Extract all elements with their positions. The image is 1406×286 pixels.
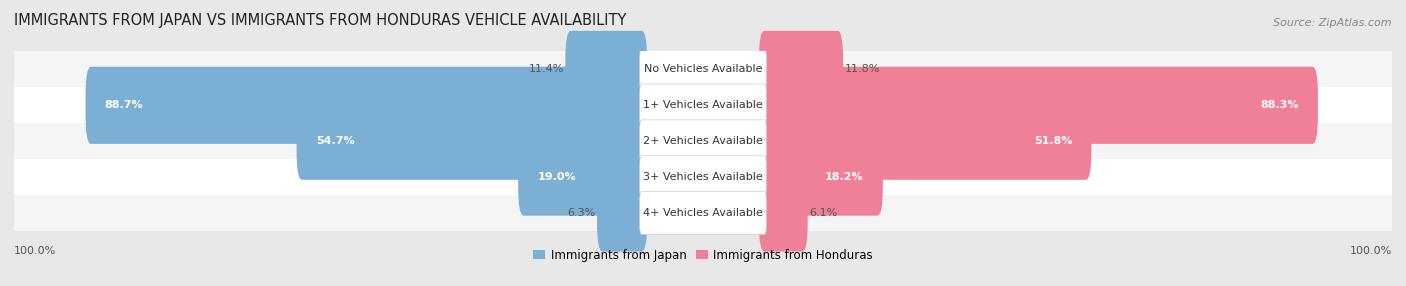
Text: 11.8%: 11.8%: [845, 64, 880, 74]
FancyBboxPatch shape: [86, 67, 647, 144]
Text: No Vehicles Available: No Vehicles Available: [644, 64, 762, 74]
FancyBboxPatch shape: [759, 174, 807, 252]
Text: 3+ Vehicles Available: 3+ Vehicles Available: [643, 172, 763, 182]
FancyBboxPatch shape: [519, 138, 647, 216]
Text: 19.0%: 19.0%: [537, 172, 576, 182]
FancyBboxPatch shape: [640, 156, 766, 198]
Text: 11.4%: 11.4%: [529, 64, 564, 74]
Bar: [14, 159, 1392, 195]
Bar: [14, 87, 1392, 123]
Text: 6.3%: 6.3%: [568, 208, 596, 218]
FancyBboxPatch shape: [297, 103, 647, 180]
Text: 100.0%: 100.0%: [1350, 245, 1392, 255]
Text: 54.7%: 54.7%: [316, 136, 354, 146]
Text: Source: ZipAtlas.com: Source: ZipAtlas.com: [1274, 18, 1392, 28]
FancyBboxPatch shape: [759, 138, 883, 216]
Text: 51.8%: 51.8%: [1033, 136, 1073, 146]
FancyBboxPatch shape: [598, 174, 647, 252]
FancyBboxPatch shape: [640, 48, 766, 91]
Text: 2+ Vehicles Available: 2+ Vehicles Available: [643, 136, 763, 146]
FancyBboxPatch shape: [759, 103, 1091, 180]
FancyBboxPatch shape: [640, 120, 766, 162]
Legend: Immigrants from Japan, Immigrants from Honduras: Immigrants from Japan, Immigrants from H…: [533, 249, 873, 262]
Text: 1+ Vehicles Available: 1+ Vehicles Available: [643, 100, 763, 110]
Text: 6.1%: 6.1%: [808, 208, 838, 218]
FancyBboxPatch shape: [759, 31, 844, 108]
Bar: [14, 51, 1392, 87]
Text: IMMIGRANTS FROM JAPAN VS IMMIGRANTS FROM HONDURAS VEHICLE AVAILABILITY: IMMIGRANTS FROM JAPAN VS IMMIGRANTS FROM…: [14, 13, 627, 28]
Bar: [14, 195, 1392, 231]
Text: 88.7%: 88.7%: [104, 100, 143, 110]
Bar: [14, 123, 1392, 159]
FancyBboxPatch shape: [759, 67, 1317, 144]
FancyBboxPatch shape: [565, 31, 647, 108]
Text: 88.3%: 88.3%: [1260, 100, 1299, 110]
FancyBboxPatch shape: [640, 84, 766, 127]
Text: 18.2%: 18.2%: [825, 172, 863, 182]
Text: 4+ Vehicles Available: 4+ Vehicles Available: [643, 208, 763, 218]
FancyBboxPatch shape: [640, 192, 766, 234]
Text: 100.0%: 100.0%: [14, 245, 56, 255]
